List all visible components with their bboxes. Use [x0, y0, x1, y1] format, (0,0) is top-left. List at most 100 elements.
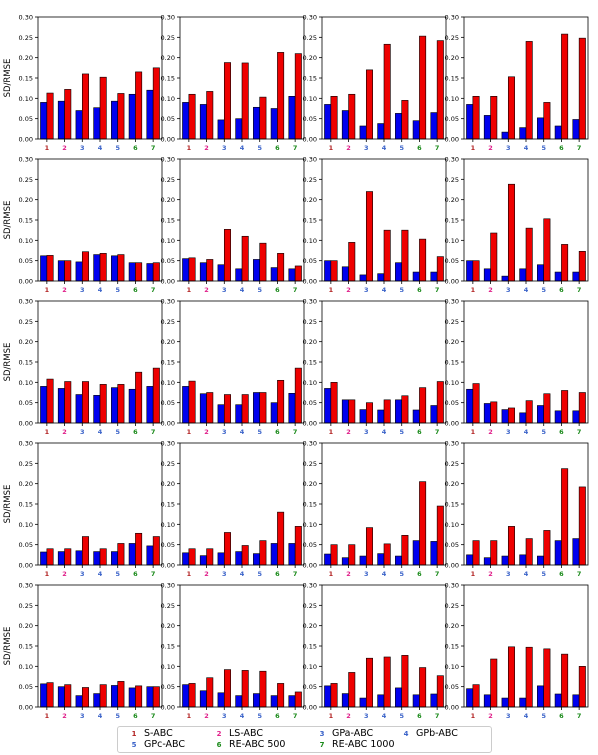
y-tick-label: 0.05	[445, 257, 459, 265]
x-tick-label: 7	[435, 712, 440, 718]
bar-series1-cat3	[217, 264, 225, 282]
y-tick-label: 0.30	[19, 298, 33, 306]
bar-series2-cat4	[241, 394, 249, 424]
bar-series2-cat1	[472, 260, 480, 282]
y-tick-label: 0.15	[19, 643, 33, 651]
x-tick-label: 6	[559, 570, 564, 578]
x-tick-label: 5	[115, 712, 120, 718]
bar-series2-cat4	[383, 43, 391, 140]
y-tick-label: 0.20	[19, 480, 33, 488]
x-tick-label: 1	[471, 428, 476, 436]
y-tick-label: 0.20	[161, 480, 175, 488]
x-tick-label: 7	[435, 144, 440, 152]
y-tick-label: 0.15	[303, 217, 317, 225]
panel-15: 0.00 0.05 0.10 0.15 0.20 0.25 0.30 1 2 3 4 5 6 7	[303, 440, 447, 578]
bar-series1-cat4	[235, 551, 243, 566]
bar-series2-cat6	[561, 468, 569, 566]
y-tick-label: 0.15	[445, 501, 459, 509]
bar-series2-cat1	[46, 92, 54, 140]
bar-series2-cat7	[436, 381, 444, 424]
x-tick-label: 6	[133, 144, 138, 152]
bar-series1-cat7	[430, 693, 438, 708]
bar-series1-cat4	[377, 123, 385, 140]
legend-number-6: 6	[216, 741, 222, 749]
bar-series1-cat5	[253, 259, 261, 282]
bar-series2-cat5	[401, 535, 409, 566]
x-tick-label: 1	[471, 712, 476, 718]
x-tick-label: 3	[222, 570, 227, 578]
x-tick-label: 5	[399, 712, 404, 718]
bar-series1-cat1	[466, 260, 474, 282]
bar-series2-cat3	[365, 191, 373, 282]
bar-series1-cat6	[554, 271, 562, 282]
bar-series1-cat1	[324, 260, 332, 282]
bar-series2-cat2	[206, 677, 214, 708]
y-tick-label: 0.05	[303, 541, 317, 549]
x-tick-label: 1	[187, 286, 192, 294]
bar-series1-cat3	[501, 131, 509, 140]
bar-series1-cat2	[199, 555, 207, 566]
bar-series1-cat4	[519, 127, 527, 140]
bar-series1-cat2	[341, 557, 349, 566]
bar-series2-cat3	[507, 526, 515, 566]
legend-number-1: 1	[131, 730, 137, 738]
bar-series2-cat3	[223, 394, 231, 424]
x-tick-label: 2	[488, 428, 493, 436]
bar-series1-cat5	[395, 262, 403, 282]
y-tick-label: 0.25	[445, 318, 459, 326]
bar-series1-cat2	[57, 686, 65, 708]
x-tick-label: 6	[417, 144, 422, 152]
bar-series1-cat5	[111, 387, 119, 424]
bar-series2-cat5	[543, 530, 551, 566]
x-tick-label: 5	[541, 570, 546, 578]
x-tick-label: 7	[151, 286, 156, 294]
bar-series2-cat5	[259, 392, 267, 424]
x-tick-label: 3	[364, 286, 369, 294]
bar-series2-cat3	[365, 402, 373, 424]
y-tick-label: 0.00	[303, 704, 317, 712]
bar-series2-cat4	[525, 227, 533, 282]
bar-series1-cat7	[430, 405, 438, 424]
bar-series1-cat1	[182, 684, 190, 708]
bar-series1-cat7	[572, 694, 580, 708]
y-tick-label: 0.10	[161, 237, 175, 245]
y-tick-label: 0.30	[445, 298, 459, 306]
bar-series1-cat2	[483, 268, 491, 282]
y-tick-label: 0.25	[303, 176, 317, 184]
y-tick-label: 0.15	[445, 217, 459, 225]
bar-series2-cat4	[99, 548, 107, 566]
y-tick-label: 0.25	[19, 34, 33, 42]
y-tick-label: 0.20	[19, 338, 33, 346]
y-tick-label: 0.00	[445, 704, 459, 712]
x-tick-label: 2	[346, 570, 351, 578]
bar-series2-cat6	[135, 685, 143, 708]
bar-series1-cat6	[270, 108, 278, 140]
y-tick-label: 0.20	[445, 54, 459, 62]
y-tick-label: 0.25	[19, 602, 33, 610]
y-tick-label: 0.15	[161, 359, 175, 367]
bar-series2-cat3	[365, 527, 373, 566]
x-tick-label: 4	[240, 428, 245, 436]
y-tick-label: 0.05	[19, 115, 33, 123]
bar-series1-cat7	[288, 96, 296, 140]
bar-series1-cat5	[537, 405, 545, 424]
y-tick-label: 0.20	[303, 338, 317, 346]
y-tick-label: 0.00	[303, 136, 317, 144]
bar-series1-cat1	[466, 554, 474, 566]
y-tick-label: 0.00	[161, 420, 175, 428]
bar-series1-cat3	[75, 261, 83, 282]
y-tick-label: 0.15	[445, 643, 459, 651]
y-tick-label: 0.25	[303, 460, 317, 468]
y-tick-label: 0.00	[161, 136, 175, 144]
x-tick-label: 2	[204, 144, 209, 152]
y-tick-label: 0.20	[161, 622, 175, 630]
bar-series1-cat4	[235, 268, 243, 282]
x-tick-label: 1	[329, 428, 334, 436]
bar-series1-cat1	[182, 102, 190, 140]
y-tick-label: 0.10	[19, 95, 33, 103]
x-tick-label: 3	[80, 286, 85, 294]
bar-series1-cat1	[40, 683, 48, 708]
bar-series1-cat1	[40, 551, 48, 566]
bar-series1-cat7	[146, 89, 154, 140]
y-tick-label: 0.10	[445, 95, 459, 103]
